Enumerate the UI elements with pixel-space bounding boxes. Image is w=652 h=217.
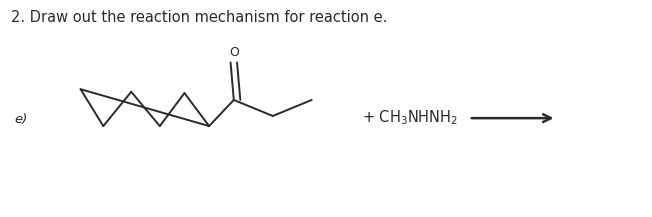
Text: e): e): [14, 113, 27, 126]
Text: 2. Draw out the reaction mechanism for reaction e.: 2. Draw out the reaction mechanism for r…: [11, 10, 387, 25]
Text: O: O: [229, 46, 239, 59]
Text: + CH$_3$NHNH$_2$: + CH$_3$NHNH$_2$: [362, 109, 457, 128]
